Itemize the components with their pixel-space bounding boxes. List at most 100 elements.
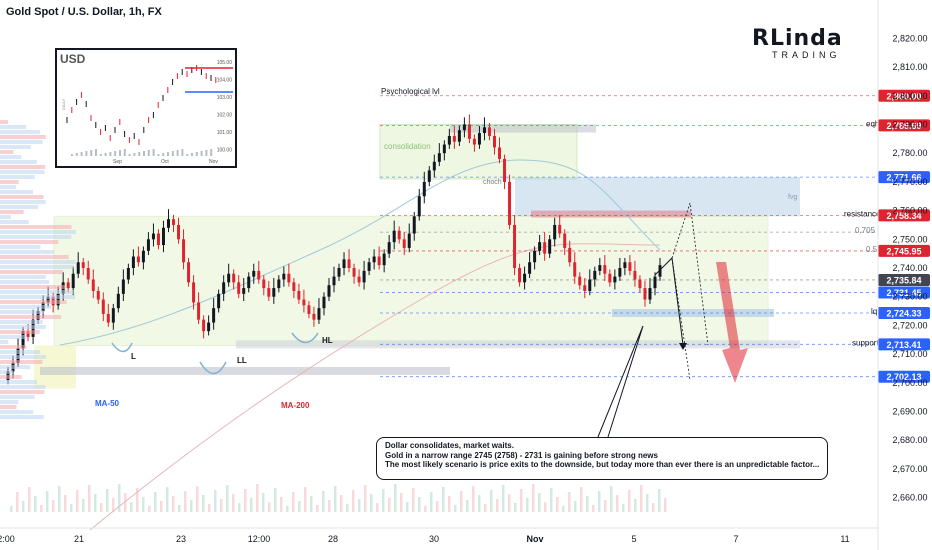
- candle-body: [653, 276, 657, 289]
- x-tick-label: 28: [328, 534, 338, 544]
- level-label-8: lq: [871, 307, 877, 316]
- candle-body: [628, 262, 632, 271]
- volume-bar: [478, 495, 481, 512]
- inset-volume-bar: [138, 152, 141, 156]
- volume-profile-bar: [0, 300, 67, 304]
- volume-profile-bar: [0, 385, 46, 389]
- price-badge-text-6: 2,735.84: [886, 275, 921, 285]
- volume-profile-bar: [0, 375, 22, 379]
- candle-body: [197, 302, 201, 320]
- candle-body: [272, 288, 276, 297]
- candle-body: [161, 227, 165, 246]
- candle-body: [638, 279, 642, 289]
- volume-profile-bar: [0, 135, 46, 139]
- volume-bar: [316, 505, 319, 512]
- candle-body: [367, 262, 371, 271]
- volume-bar: [232, 494, 235, 512]
- volume-bar: [28, 487, 31, 512]
- price-badge-text-8: 2,724.33: [886, 308, 921, 318]
- inset-volume-bar: [195, 152, 198, 156]
- candle-body: [563, 233, 567, 248]
- volume-profile-bar: [0, 415, 44, 419]
- candle-body: [543, 242, 547, 254]
- volume-bar: [544, 502, 547, 512]
- volume-bar: [106, 489, 109, 512]
- x-tick-label: 11: [840, 534, 849, 544]
- inset-volume-bar: [128, 154, 131, 156]
- swing-mark-ll: [199, 361, 227, 375]
- volume-bar: [604, 500, 607, 512]
- volume-profile-bar: [0, 345, 27, 349]
- candle-body: [623, 262, 627, 268]
- volume-bar: [250, 498, 253, 512]
- volume-bar: [94, 494, 97, 512]
- candle-body: [412, 216, 416, 234]
- y-tick-label: 2,660.00: [892, 493, 927, 503]
- volume-bar: [22, 501, 25, 512]
- inset-y-tick: 102.00: [217, 113, 233, 119]
- volume-bar: [562, 506, 565, 512]
- candle-body: [427, 170, 431, 182]
- fvg-label: fvg: [788, 194, 797, 201]
- eqh-band: [450, 124, 596, 133]
- volume-bar: [640, 485, 643, 512]
- inset-label: USD: [60, 52, 86, 66]
- volume-profile-bar: [0, 140, 43, 144]
- inset-volume-bar: [133, 153, 136, 156]
- y-tick-label: 2,720.00: [892, 320, 927, 330]
- candle-body: [131, 256, 135, 268]
- volume-bar: [172, 496, 175, 512]
- candle-body: [548, 239, 552, 254]
- candle-body: [658, 265, 662, 277]
- x-tick-label: 2:00: [0, 534, 15, 544]
- candle-body: [472, 138, 476, 145]
- candle-body: [207, 322, 211, 332]
- candle-body: [417, 196, 421, 217]
- volume-profile-bar: [0, 180, 19, 184]
- x-tick-label: Nov: [526, 534, 543, 544]
- price-badge-text-7: 2,731.45: [886, 288, 921, 298]
- price-badge-8: [878, 306, 930, 319]
- volume-profile-bar: [0, 240, 59, 244]
- candle-body: [633, 270, 637, 280]
- volume-bar: [424, 506, 427, 512]
- volume-bar: [364, 485, 367, 512]
- candle-body: [187, 262, 191, 283]
- y-tick-label: 2,810.00: [892, 62, 927, 72]
- candle-body: [447, 135, 451, 145]
- volume-bar: [142, 497, 145, 512]
- volume-bar: [376, 503, 379, 512]
- candle-body: [578, 276, 582, 286]
- volume-bar: [100, 503, 103, 512]
- candle-body: [192, 282, 196, 303]
- inset-volume-bar: [200, 151, 203, 156]
- candle-body: [262, 279, 266, 289]
- inset-volume-bar: [95, 149, 97, 156]
- volume-bar: [112, 498, 115, 512]
- inset-x-tick: Sep: [113, 159, 122, 165]
- candle-body: [588, 279, 592, 291]
- volume-profile-bar: [0, 120, 8, 124]
- volume-bar: [538, 493, 541, 512]
- volume-bar: [526, 498, 529, 512]
- volume-bar: [406, 502, 409, 512]
- volume-bar: [262, 493, 265, 512]
- volume-bar: [292, 492, 295, 512]
- volume-profile-bar: [0, 205, 39, 209]
- y-tick-label: 2,730.00: [892, 292, 927, 302]
- volume-profile-bar: [0, 405, 17, 409]
- candle-body: [523, 273, 527, 283]
- volume-profile-bar: [0, 380, 37, 384]
- volume-bar: [16, 492, 19, 512]
- volume-profile-bar: [0, 170, 45, 174]
- volume-bar: [382, 489, 385, 512]
- volume-bar: [430, 492, 433, 512]
- candle-body: [106, 313, 110, 323]
- volume-profile-bar: [0, 370, 14, 374]
- volume-profile-bar: [0, 130, 40, 134]
- candle-body: [327, 285, 331, 297]
- candle-body: [282, 273, 286, 280]
- candle-body: [121, 279, 125, 294]
- price-badge-9: [878, 338, 930, 351]
